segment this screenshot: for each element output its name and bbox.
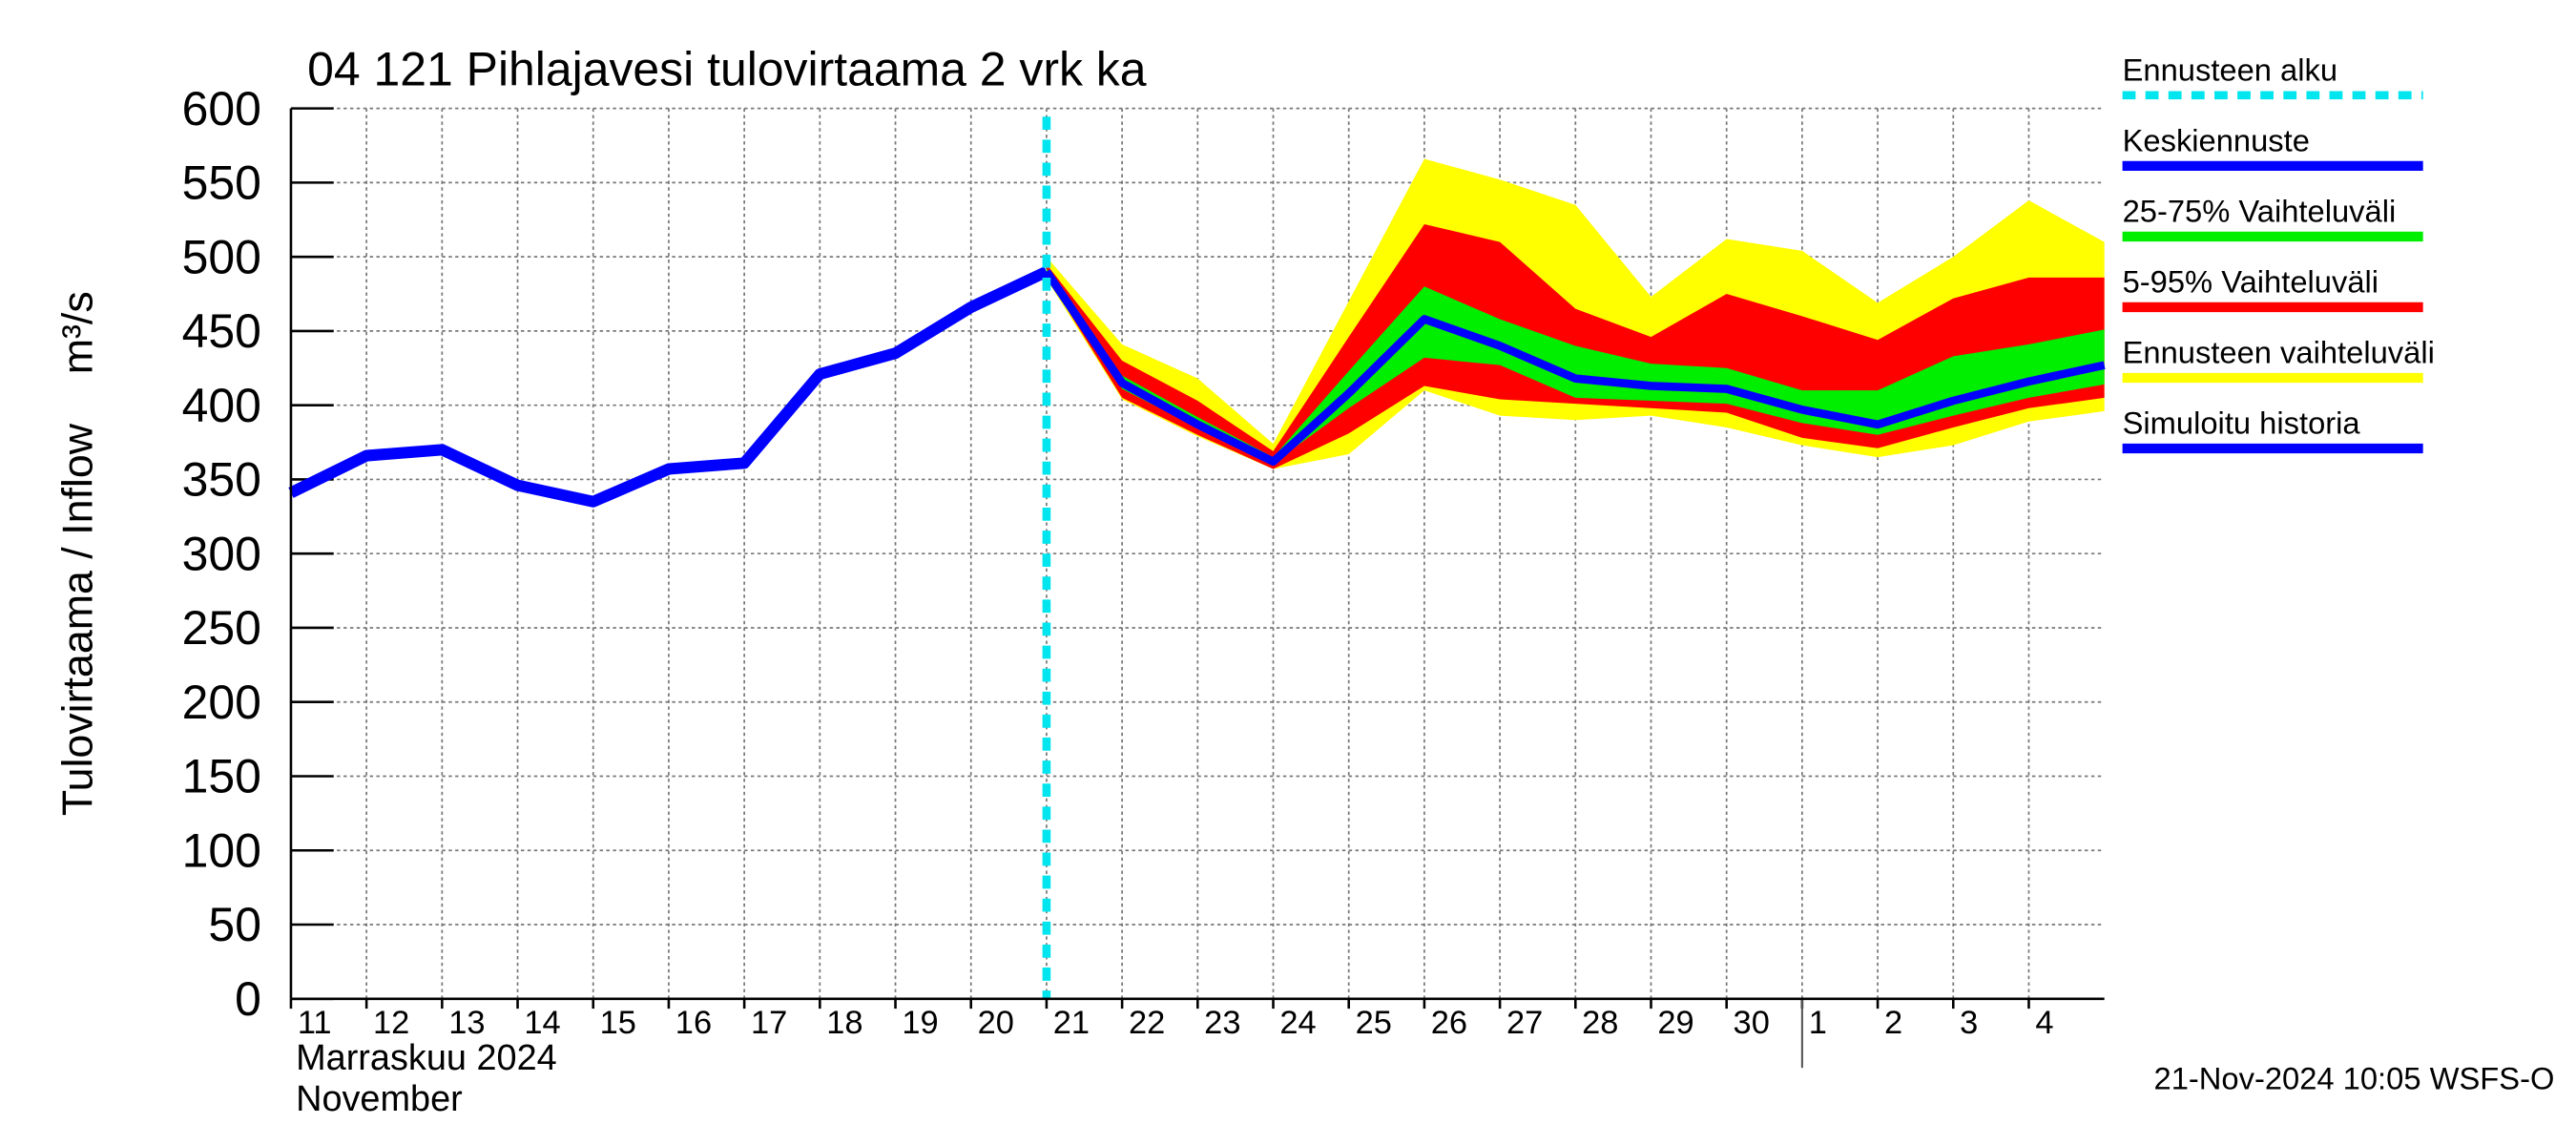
y-unit: m³/s: [54, 291, 102, 374]
x-tick-label: 18: [826, 1005, 862, 1041]
y-tick-label: 50: [208, 898, 261, 951]
x-tick-label: 22: [1129, 1005, 1165, 1041]
x-tick-label: 23: [1204, 1005, 1240, 1041]
legend-label: 25-75% Vaihteluväli: [2123, 193, 2397, 228]
x-tick-label: 29: [1657, 1005, 1693, 1041]
x-tick-label: 15: [600, 1005, 636, 1041]
x-axis-label: Marraskuu 2024: [296, 1038, 557, 1078]
series-line: [288, 266, 1049, 508]
x-tick-label: 4: [2035, 1005, 2053, 1041]
y-label-text: Tulovirtaama / Inflow: [54, 423, 102, 816]
x-tick-label: 13: [448, 1005, 485, 1041]
x-tick-label: 14: [524, 1005, 560, 1041]
series-line: [1043, 269, 2106, 467]
footer: 21-Nov-2024 10:05 WSFS-O: [2154, 1060, 2555, 1095]
y-tick-label: 100: [182, 823, 261, 877]
x-tick-label: 20: [978, 1005, 1014, 1041]
y-tick-label: 600: [182, 82, 261, 135]
y-axis-label: Tulovirtaama / Inflow m³/s: [54, 291, 102, 816]
x-tick-label: 25: [1356, 1005, 1392, 1041]
x-tick-label: 24: [1279, 1005, 1316, 1041]
legend-label: Ennusteen vaihteluväli: [2123, 334, 2435, 369]
y-tick-label: 500: [182, 230, 261, 283]
x-tick-label: 17: [751, 1005, 787, 1041]
y-tick-label: 450: [182, 304, 261, 358]
x-tick-label: 26: [1431, 1005, 1467, 1041]
x-tick-label: 19: [902, 1005, 938, 1041]
legend: Ennusteen alku Keskiennuste 25-75% Vaihtel…: [2122, 52, 2435, 454]
y-tick-label: 0: [235, 972, 261, 1026]
y-tick-label: 250: [182, 601, 261, 655]
y-tick-label: 400: [182, 379, 261, 432]
x-tick-label: 21: [1053, 1005, 1090, 1041]
x-axis-label: November: [296, 1079, 463, 1119]
chart-title: 04 121 Pihlajavesi tulovirtaama 2 vrk ka: [307, 43, 1147, 96]
y-tick-label: 350: [182, 453, 261, 507]
legend-label: Simuloitu historia: [2123, 406, 2361, 441]
y-tick-label: 150: [182, 750, 261, 803]
x-tick-label: 1: [1809, 1005, 1827, 1041]
x-tick-label: 16: [675, 1005, 712, 1041]
x-tick-label: 30: [1734, 1005, 1770, 1041]
x-tick-label: 11: [298, 1005, 332, 1041]
y-tick-label: 200: [182, 676, 261, 729]
y-tick-label: 300: [182, 527, 261, 580]
legend-label: Ennusteen alku: [2123, 52, 2337, 87]
y-tick-label: 550: [182, 156, 261, 210]
x-tick-label: 3: [1960, 1005, 1978, 1041]
x-tick-label: 2: [1884, 1005, 1902, 1041]
x-tick-label: 28: [1582, 1005, 1618, 1041]
x-tick-label: 12: [373, 1005, 409, 1041]
x-tick-label: 27: [1506, 1005, 1543, 1041]
legend-label: 5-95% Vaihteluväli: [2123, 263, 2379, 299]
legend-label: Keskiennuste: [2123, 122, 2310, 157]
